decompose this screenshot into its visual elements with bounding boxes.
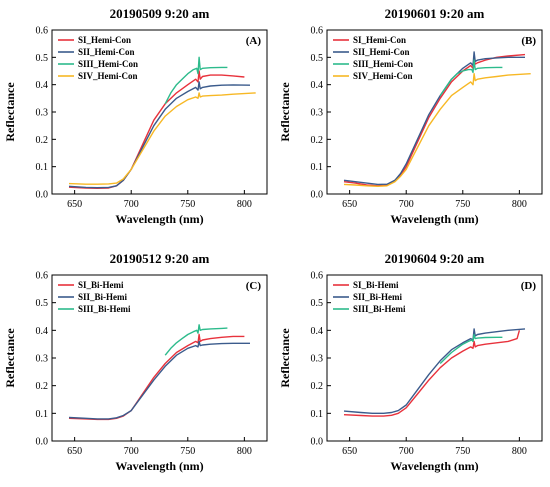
series-line-2	[164, 56, 228, 105]
legend-entry: SIII_Hemi-Con	[78, 59, 138, 69]
legend-entry: SI_Hemi-Con	[353, 35, 406, 45]
y-tick-label: 0.6	[311, 271, 324, 282]
x-tick-label: 750	[180, 199, 195, 210]
y-tick-label: 0.0	[311, 437, 324, 448]
y-tick-label: 0.0	[36, 437, 49, 448]
x-axis-title: Wavelength (nm)	[115, 459, 203, 473]
x-tick-label: 650	[67, 446, 82, 457]
series-line-1	[343, 328, 526, 415]
x-tick-label: 800	[237, 199, 252, 210]
y-tick-label: 0.2	[36, 135, 49, 146]
panel-label: (A)	[246, 35, 262, 47]
series-line-1	[68, 340, 250, 420]
y-tick-label: 0.2	[311, 381, 324, 392]
chart-panel-2: 20190512 9:20 am 0.0 0.1 0.2 0.3 0.4 0.5 0.6 650…	[3, 251, 268, 473]
legend-entry: SII_Hemi-Con	[353, 47, 410, 57]
panel-label: (D)	[521, 280, 537, 292]
y-tick-label: 0.1	[311, 409, 324, 420]
y-tick-label: 0.5	[36, 53, 49, 64]
chart-title: 20190512 9:20 am	[110, 251, 210, 266]
series-line-1	[68, 81, 251, 189]
y-tick-label: 0.4	[311, 80, 324, 91]
y-tick-label: 0.5	[311, 298, 324, 309]
y-axis-title: Reflectance	[3, 328, 17, 388]
x-tick-label: 800	[512, 446, 527, 457]
y-axis-title: Reflectance	[278, 82, 292, 142]
x-tick-label: 700	[399, 199, 414, 210]
series-line-3	[343, 72, 531, 188]
chart-title: 20190604 9:20 am	[385, 251, 485, 266]
y-tick-label: 0.1	[36, 162, 49, 173]
y-tick-label: 0.2	[36, 381, 49, 392]
chart-panel-1: 20190601 9:20 am 0.0 0.1 0.2 0.3 0.4 0.5 0.6 650…	[278, 6, 543, 226]
y-tick-label: 0.3	[311, 354, 324, 365]
x-tick-label: 700	[124, 446, 139, 457]
series-line-2	[164, 324, 228, 356]
legend-entry: SII_Bi-Hemi	[78, 292, 128, 302]
y-tick-label: 0.1	[36, 409, 49, 420]
series-line-0	[343, 330, 521, 417]
chart-title: 20190509 9:20 am	[110, 6, 210, 21]
y-tick-label: 0.6	[36, 26, 49, 37]
y-axis-title: Reflectance	[3, 82, 17, 142]
x-tick-label: 700	[399, 446, 414, 457]
series-line-2	[439, 59, 503, 96]
x-axis-title: Wavelength (nm)	[390, 212, 478, 226]
chart-panel-0: 20190509 9:20 am 0.0 0.1 0.2 0.3 0.4 0.5 0.6 650…	[3, 6, 268, 226]
legend-entry: SI_Hemi-Con	[78, 35, 131, 45]
y-tick-label: 0.5	[311, 53, 324, 64]
y-tick-label: 0.6	[311, 26, 324, 37]
x-axis-title: Wavelength (nm)	[115, 212, 203, 226]
y-tick-label: 0.1	[311, 162, 324, 173]
x-tick-label: 650	[67, 199, 82, 210]
y-tick-label: 0.4	[311, 326, 324, 337]
legend-entry: SII_Bi-Hemi	[353, 292, 403, 302]
legend-entry: SIV_Hemi-Con	[353, 71, 413, 81]
y-tick-label: 0.4	[36, 326, 49, 337]
x-tick-label: 700	[124, 199, 139, 210]
legend-entry: SIII_Hemi-Con	[353, 59, 413, 69]
legend-entry: SIII_Bi-Hemi	[78, 304, 131, 314]
x-tick-label: 750	[455, 446, 470, 457]
x-tick-label: 750	[455, 199, 470, 210]
y-tick-label: 0.2	[311, 135, 324, 146]
y-tick-label: 0.0	[311, 190, 324, 201]
legend-entry: SIII_Bi-Hemi	[353, 304, 406, 314]
y-tick-label: 0.6	[36, 271, 49, 282]
x-axis-title: Wavelength (nm)	[390, 459, 478, 473]
x-tick-label: 650	[342, 199, 357, 210]
y-tick-label: 0.5	[36, 298, 49, 309]
series-line-0	[68, 70, 245, 190]
x-tick-label: 800	[512, 199, 527, 210]
series-line-3	[68, 92, 256, 185]
panel-label: (C)	[246, 280, 262, 292]
legend-entry: SI_Bi-Hemi	[353, 280, 399, 290]
legend-entry: SIV_Hemi-Con	[78, 71, 138, 81]
x-tick-label: 750	[180, 446, 195, 457]
chart-panel-3: 20190604 9:20 am 0.0 0.1 0.2 0.3 0.4 0.5 0.6 650…	[278, 251, 543, 473]
y-tick-label: 0.4	[36, 80, 49, 91]
panel-label: (B)	[521, 35, 536, 47]
x-tick-label: 650	[342, 446, 357, 457]
y-tick-label: 0.3	[36, 354, 49, 365]
y-axis-title: Reflectance	[278, 328, 292, 388]
series-line-2	[439, 333, 503, 364]
chart-title: 20190601 9:20 am	[385, 6, 485, 21]
legend-entry: SII_Hemi-Con	[78, 47, 135, 57]
y-tick-label: 0.3	[36, 108, 49, 119]
y-tick-label: 0.0	[36, 190, 49, 201]
x-tick-label: 800	[237, 446, 252, 457]
legend-entry: SI_Bi-Hemi	[78, 280, 124, 290]
y-tick-label: 0.3	[311, 108, 324, 119]
